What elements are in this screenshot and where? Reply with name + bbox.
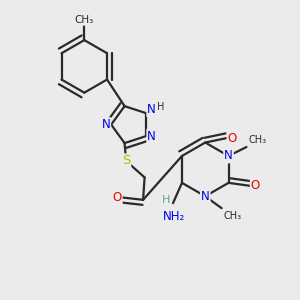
Text: N: N — [201, 190, 210, 203]
Text: N: N — [224, 149, 233, 163]
Text: N: N — [147, 103, 156, 116]
Text: H: H — [157, 102, 164, 112]
Text: N: N — [101, 118, 110, 131]
Text: H: H — [162, 195, 171, 205]
Text: S: S — [122, 154, 130, 167]
Text: O: O — [112, 191, 122, 204]
Text: O: O — [251, 179, 260, 192]
Text: N: N — [147, 130, 156, 142]
Text: CH₃: CH₃ — [249, 135, 267, 145]
Text: CH₃: CH₃ — [75, 15, 94, 25]
Text: NH₂: NH₂ — [163, 210, 185, 223]
Text: O: O — [227, 132, 237, 145]
Text: CH₃: CH₃ — [223, 211, 241, 220]
